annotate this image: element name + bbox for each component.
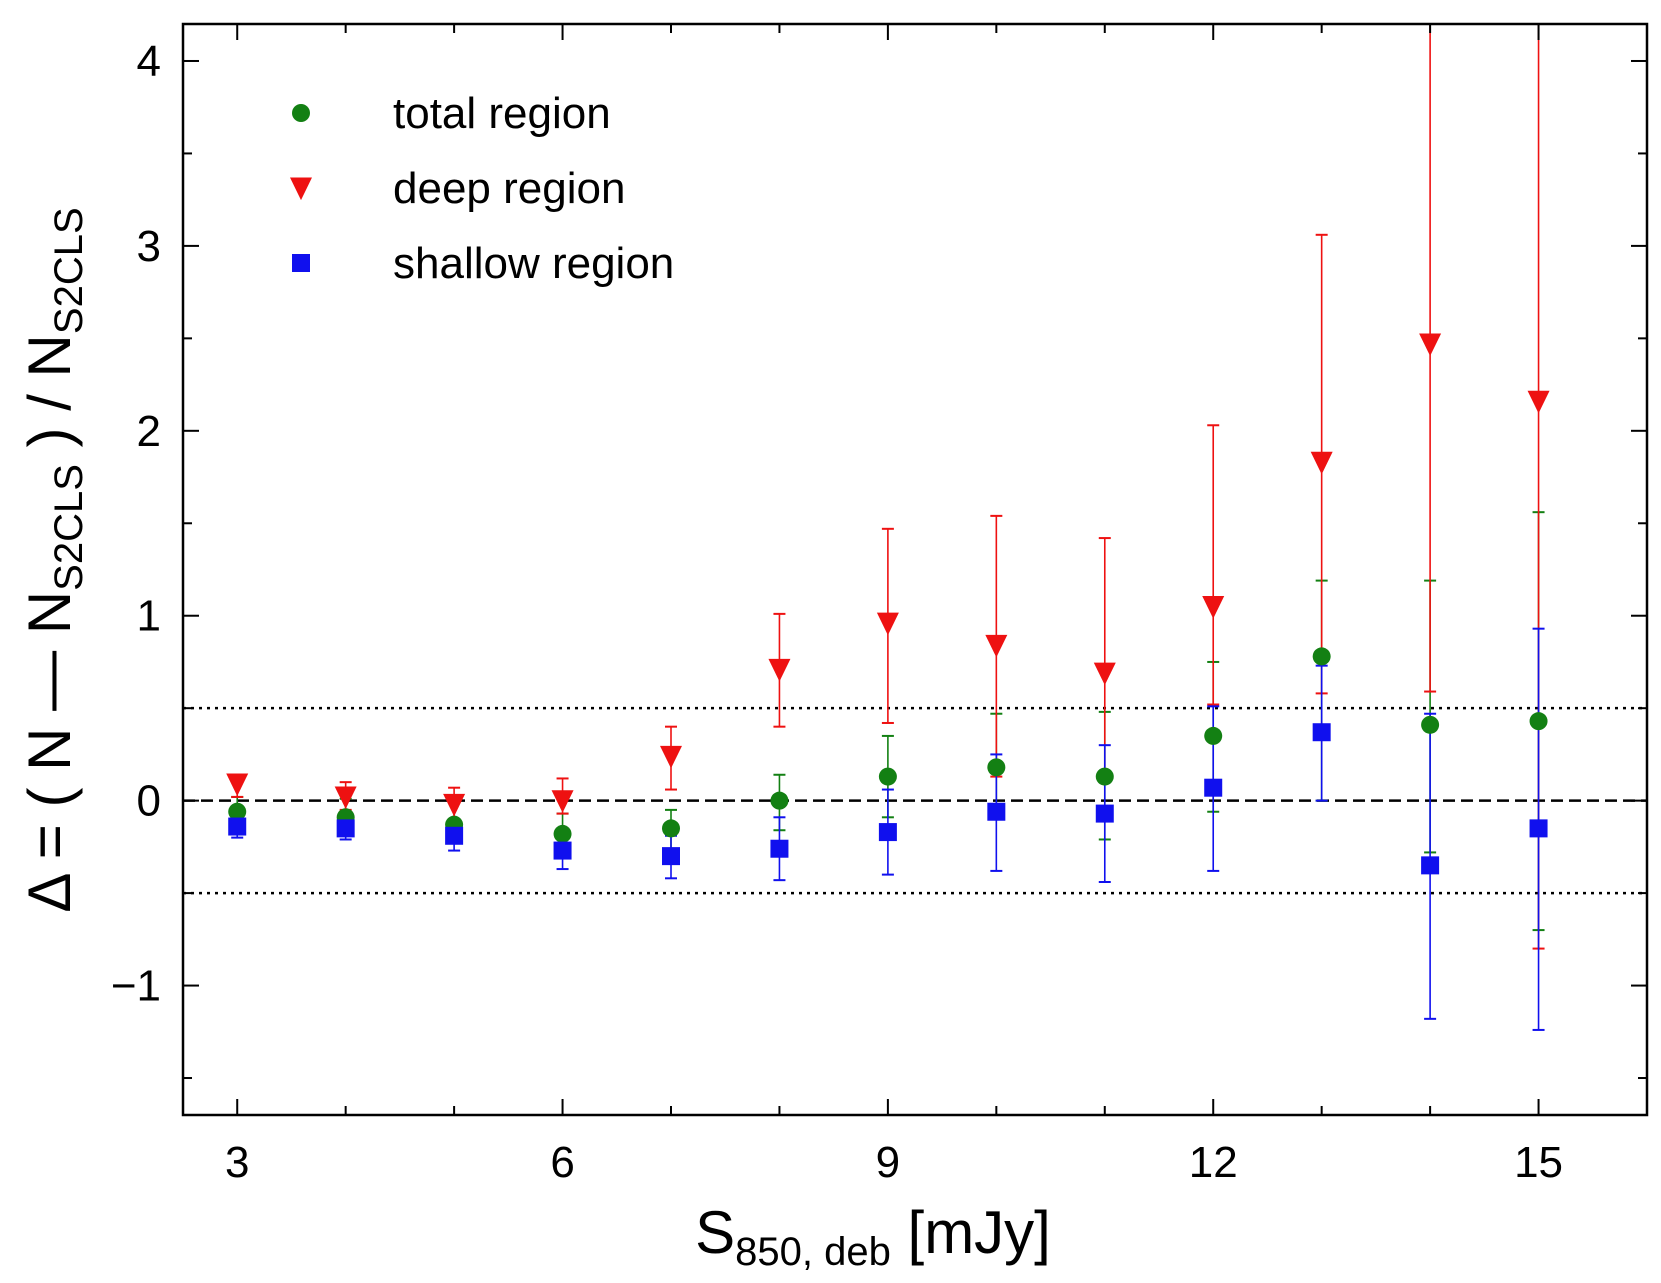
x-axis-title-subscript: 850, deb	[735, 1230, 891, 1274]
shallow-region-point	[336, 819, 355, 838]
deep-region-point	[334, 786, 357, 810]
legend: total region deep region shallow region	[290, 89, 674, 288]
x-tick-label: 12	[1189, 1138, 1238, 1187]
y-axis-title-subscript-2: S2CLS	[47, 207, 91, 334]
y-axis-title-subscript-1: S2CLS	[47, 464, 91, 591]
y-axis-title-part-1: Δ = ( N — N	[16, 591, 83, 913]
y-tick-label: −1	[111, 962, 161, 1011]
plot-frame	[181, 22, 1649, 1117]
deep-region-point	[1527, 390, 1550, 414]
shallow-region-point	[553, 841, 572, 860]
shallow-region-point	[1095, 804, 1114, 823]
total-region-point	[987, 758, 1006, 777]
deep-region-point	[443, 793, 466, 817]
y-tick-label: 1	[137, 592, 161, 641]
deep-region-point	[985, 634, 1008, 658]
y-axis-title-part-2: ) / N	[16, 334, 83, 464]
deep-region-point	[226, 773, 249, 797]
deep-region-point	[1202, 596, 1225, 619]
shallow-region-point	[1421, 856, 1440, 875]
total-region-point	[770, 791, 789, 810]
x-tick-label: 9	[876, 1138, 900, 1187]
data-markers	[226, 333, 1550, 875]
legend-label-total-region: total region	[393, 89, 611, 138]
shallow-region-point	[1312, 723, 1331, 742]
shallow-region-point	[662, 847, 680, 866]
legend-label-shallow-region: shallow region	[393, 239, 674, 288]
shallow-region-point	[878, 823, 897, 842]
y-tick-label: 4	[137, 37, 161, 86]
total-region-point	[553, 824, 572, 843]
x-axis-title: S850, deb [mJy]	[695, 1199, 1051, 1274]
y-axis-title: Δ = ( N — NS2CLS ) / NS2CLS	[16, 207, 91, 912]
total-region-point	[662, 819, 680, 838]
legend-marker-deep-region	[290, 177, 312, 201]
deep-region-point	[660, 745, 682, 769]
x-axis-title-unit: [mJy]	[891, 1199, 1051, 1266]
shallow-region-point	[1204, 778, 1223, 797]
deep-region-point	[1093, 662, 1116, 686]
total-region-point	[878, 767, 897, 786]
deep-region-point	[768, 658, 791, 682]
total-region-point	[1421, 715, 1440, 734]
deep-region-point	[876, 612, 899, 636]
total-region-point	[1095, 767, 1114, 786]
deep-region-point	[1310, 451, 1333, 475]
shallow-region-point	[987, 802, 1006, 821]
deep-region-point	[1419, 333, 1442, 357]
total-region-point	[1529, 712, 1548, 731]
reference-lines	[183, 706, 1647, 895]
total-region-point	[1312, 647, 1331, 666]
x-axis-title-main: S	[695, 1199, 735, 1266]
shallow-region-point	[1529, 819, 1548, 838]
shallow-region-point	[445, 826, 464, 845]
total-region-point	[228, 802, 247, 821]
legend-label-deep-region: deep region	[393, 164, 625, 213]
y-tick-label: 3	[137, 222, 161, 271]
shallow-region-point	[770, 839, 789, 858]
total-region-point	[1204, 726, 1223, 745]
y-tick-label: 0	[137, 777, 161, 826]
legend-marker-total-region	[292, 104, 310, 122]
y-tick-label: 2	[137, 407, 161, 456]
shallow-region-point	[228, 817, 247, 836]
x-tick-label: 6	[550, 1138, 574, 1187]
deep-region-point	[551, 790, 574, 813]
x-tick-label: 15	[1514, 1138, 1563, 1187]
x-tick-label: 3	[225, 1138, 249, 1187]
legend-marker-shallow-region	[292, 254, 310, 272]
